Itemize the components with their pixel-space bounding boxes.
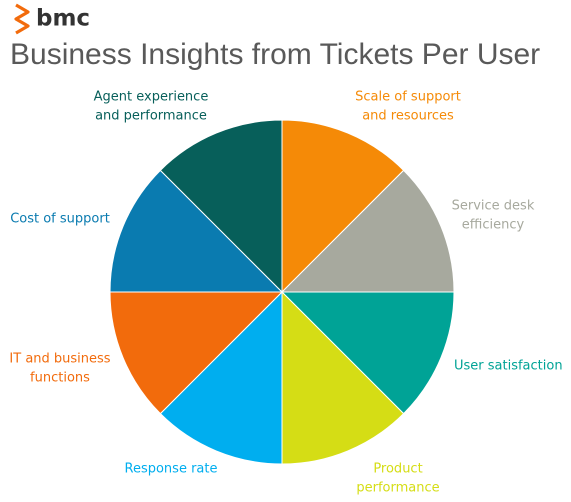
pie-slice (109, 291, 284, 415)
segment-label: performance (356, 481, 439, 496)
pie-slice (280, 169, 455, 293)
segment-label: functions (30, 371, 90, 386)
segment-label: and resources (362, 109, 454, 124)
segment-label: IT and business (9, 352, 110, 367)
logo-mark (14, 3, 30, 35)
pie-slice (280, 291, 455, 415)
segment-label: Service desk (452, 199, 535, 214)
title: Business Insights from Tickets Per User (10, 38, 540, 71)
logo-icon (14, 3, 30, 35)
labels: Scale of support and resources Service des… (9, 90, 562, 496)
segment-label: efficiency (462, 218, 525, 233)
segment-label: and performance (95, 109, 207, 124)
segment-label: Scale of support (355, 90, 461, 105)
pie-slice (159, 290, 283, 465)
pie-slice (109, 169, 284, 293)
pie-slice (281, 290, 405, 465)
segment-label: Agent experience (94, 90, 209, 105)
pie-slice (159, 119, 283, 294)
pie-slice (281, 119, 405, 294)
segment-label: User satisfaction (454, 359, 563, 374)
logo-text: bmc (36, 6, 90, 32)
pie (109, 119, 455, 465)
segment-label: Product (373, 462, 422, 477)
segment-label: Response rate (125, 462, 218, 477)
segment-label: Cost of support (10, 212, 110, 227)
